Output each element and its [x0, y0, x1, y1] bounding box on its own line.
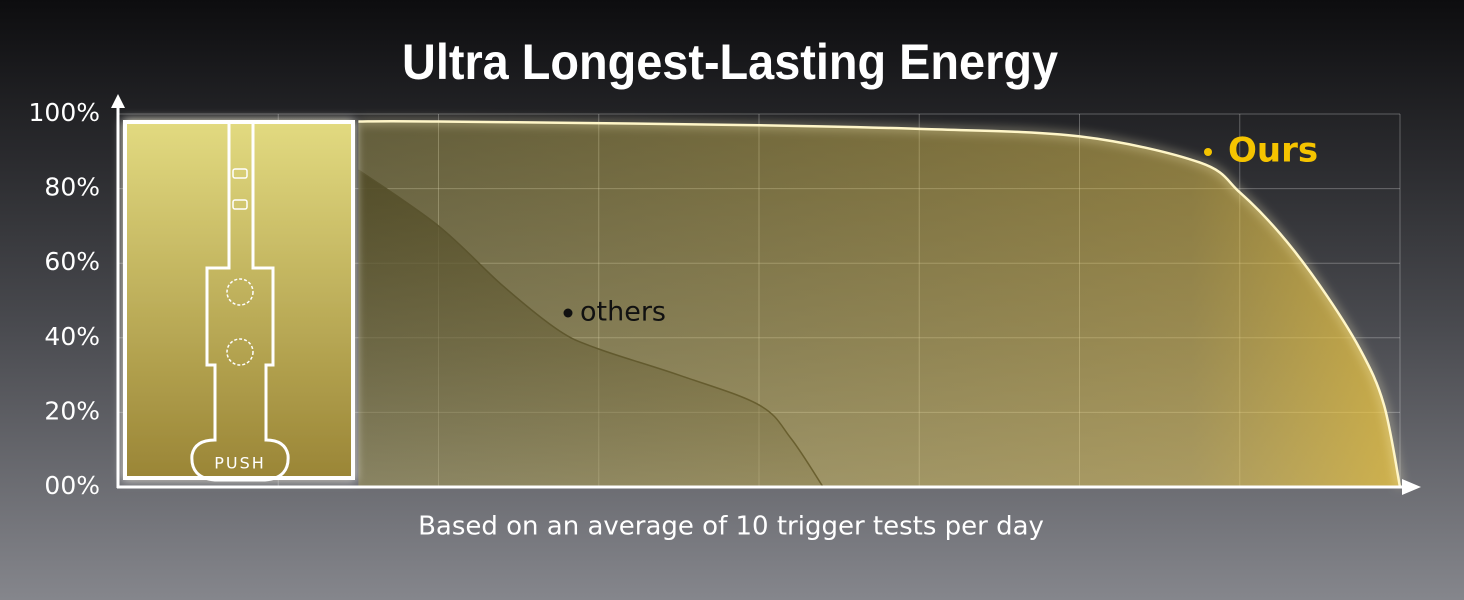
chart-title: Ultra Longest-Lasting Energy — [402, 34, 1058, 90]
y-tick-label: 20% — [44, 396, 100, 425]
areas — [357, 119, 1402, 488]
device-button — [226, 338, 254, 366]
y-tick-label: 80% — [44, 173, 100, 202]
x-axis-arrow — [1402, 479, 1421, 495]
y-tick-label: 00% — [44, 471, 100, 500]
legend-marker — [1204, 148, 1212, 156]
legend-label: Ours — [1228, 131, 1318, 171]
series-line — [358, 119, 1402, 488]
legend-marker — [563, 308, 573, 318]
y-tick-label: 40% — [44, 322, 100, 351]
device-label: PUSH — [214, 454, 266, 473]
y-tick-label: 100% — [29, 98, 100, 127]
device-outline — [190, 124, 290, 482]
x-axis-title: Based on an average of 10 trigger tests … — [418, 512, 1044, 542]
device-body — [123, 120, 355, 480]
legend-label: others — [580, 297, 666, 328]
device-slot — [232, 199, 248, 210]
device-illustration: PUSH — [123, 120, 355, 482]
device-slot — [232, 168, 248, 179]
area-fill — [358, 121, 1400, 487]
device-button — [226, 278, 254, 306]
y-axis-arrow — [111, 94, 125, 108]
y-tick-label: 60% — [44, 247, 100, 276]
